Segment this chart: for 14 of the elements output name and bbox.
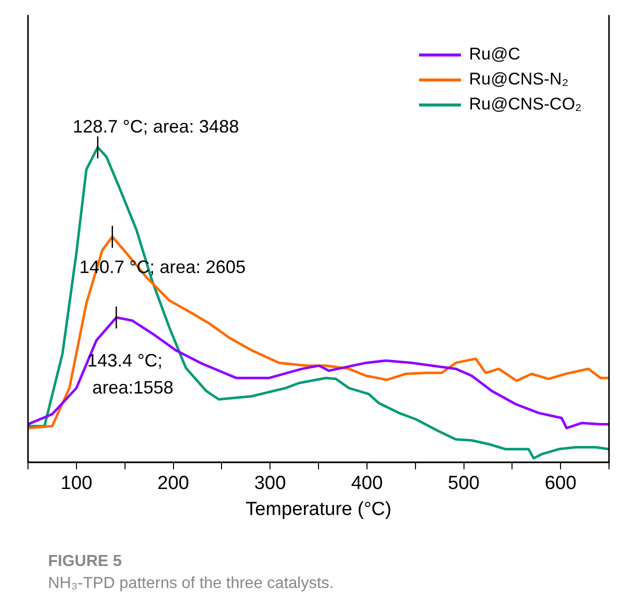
x-tick-label: 200 — [157, 473, 190, 494]
x-tick-label: 500 — [448, 473, 480, 494]
x-tick-label: 300 — [254, 473, 286, 494]
text: FIGURE 5 — [48, 553, 123, 571]
text: NH₃-TPD patterns of the three catalysts. — [48, 575, 335, 593]
x-axis-title: Temperature (°C) — [246, 498, 392, 520]
legend-label: Ru@CNS-CO₂ — [469, 94, 582, 114]
x-tick-label: 400 — [351, 473, 383, 494]
x-tick-label: 100 — [60, 473, 92, 494]
x-tick-label: 600 — [544, 473, 576, 494]
legend-label: Ru@CNS-N₂ — [469, 70, 568, 89]
legend-label: Ru@C — [469, 44, 520, 64]
annotation: 143.4 °C; area:1558 — [87, 350, 174, 398]
annotation: 128.7 °C; area: 3488 — [72, 116, 240, 136]
